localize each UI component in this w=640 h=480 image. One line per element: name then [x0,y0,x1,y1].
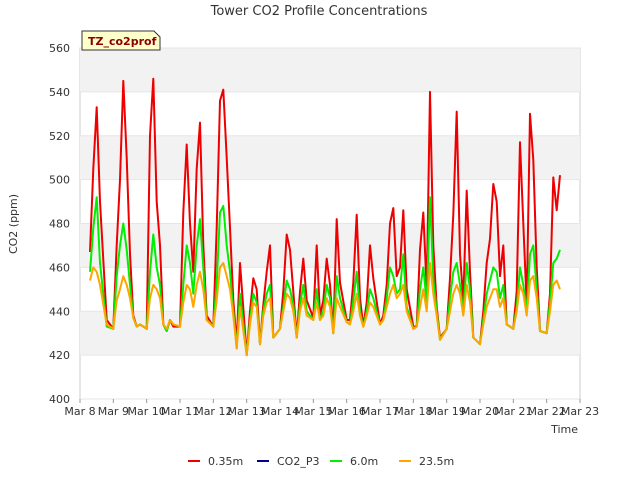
legend-label: 0.35m [208,455,243,468]
x-tick-label: Mar 8 [64,405,95,418]
y-tick-label: 480 [49,218,70,231]
y-tick-label: 420 [49,349,70,362]
y-tick-label: 560 [49,42,70,55]
x-tick-label: Mar 13 [228,405,266,418]
x-tick-label: Mar 20 [461,405,499,418]
y-tick-label: 520 [49,130,70,143]
y-axis-ticks: 400 420 440 460 480 500 520 540 560 [49,42,70,406]
x-tick-label: Mar 14 [261,405,299,418]
legend-label: 6.0m [350,455,378,468]
y-tick-label: 540 [49,86,70,99]
y-tick-label: 440 [49,305,70,318]
gridlines [80,47,580,400]
chart-title: Tower CO2 Profile Concentrations [210,4,428,19]
station-badge: TZ_co2prof [81,30,161,51]
background-band [80,135,580,180]
x-tick-label: Mar 10 [128,405,166,418]
badge-label: TZ_co2prof [88,35,157,48]
x-tick-label: Mar 21 [494,405,532,418]
y-tick-label: 500 [49,174,70,187]
x-tick-label: Mar 18 [394,405,432,418]
x-tick-label: Mar 15 [294,405,332,418]
x-tick-label: Mar 17 [361,405,399,418]
x-tick-label: Mar 16 [328,405,366,418]
x-tick-label: Mar 11 [161,405,199,418]
legend-label: 23.5m [419,455,454,468]
x-tick-label: Mar 9 [98,405,129,418]
x-tick-label: Mar 19 [428,405,466,418]
x-tick-label: Mar 12 [194,405,232,418]
x-axis-label: Time [550,423,578,436]
x-tick-label: Mar 23 [561,405,599,418]
background-band [80,48,580,92]
legend: 0.35m CO2_P3 6.0m 23.5m [188,455,454,468]
badge-box [81,30,161,51]
y-axis-label: CO2 (ppm) [7,194,20,254]
x-tick-label: Mar 22 [528,405,566,418]
background-band [80,223,580,268]
series-lines [89,77,561,357]
legend-label: CO2_P3 [277,455,319,468]
y-tick-label: 400 [49,393,70,406]
series-line-23.5m [89,262,561,357]
y-tick-label: 460 [49,261,70,274]
